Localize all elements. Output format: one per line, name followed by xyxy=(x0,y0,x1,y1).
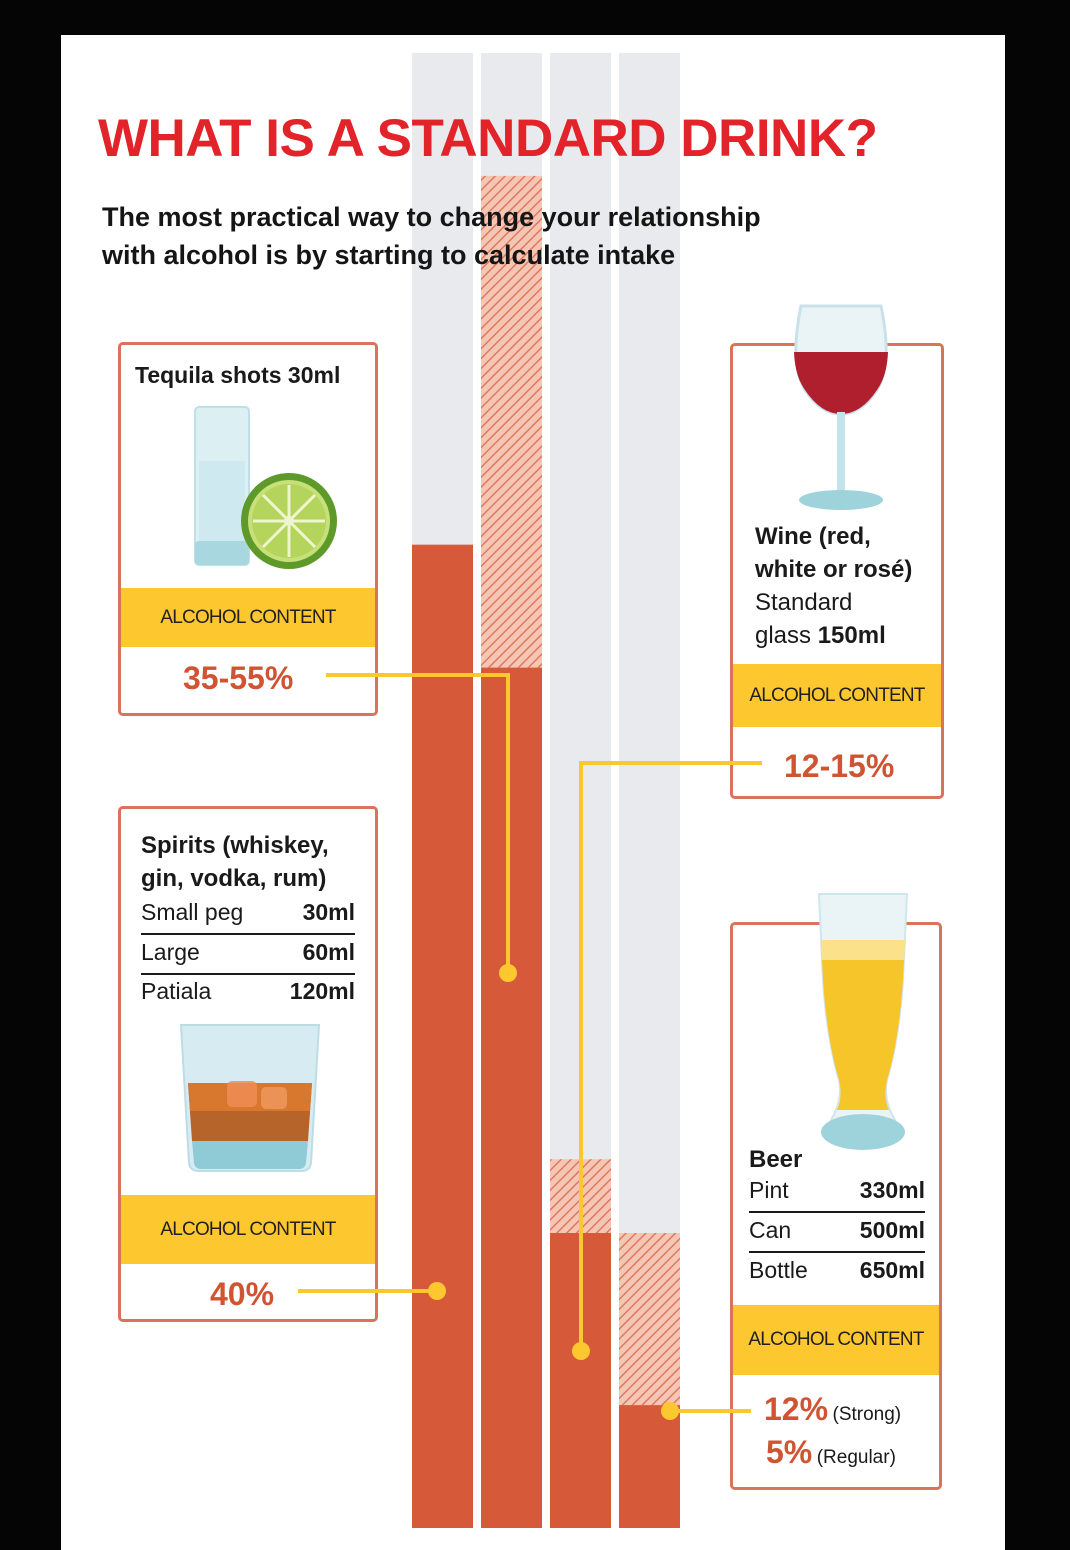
spirits-row-small-peg: Small peg 30ml xyxy=(141,899,355,935)
tequila-bar-fill xyxy=(481,667,542,1528)
beer-alcohol-content-band: ALCOHOL CONTENT xyxy=(733,1305,939,1375)
spirits-row-label: Patiala xyxy=(141,978,212,1004)
beer-regular-label: (Regular) xyxy=(816,1447,896,1468)
wine-alcohol-content-band: ALCOHOL CONTENT xyxy=(733,664,941,727)
beer-row-value: 330ml xyxy=(859,1177,925,1203)
beer-row-label: Can xyxy=(749,1217,792,1243)
beer-row-pint: Pint 330ml xyxy=(749,1177,925,1213)
wine-desc-line-2: glass 150ml xyxy=(755,619,886,652)
tequila-card: Tequila shots 30ml ALCOHOL CONTENT 35-55… xyxy=(118,342,378,716)
beer-row-bottle: Bottle 650ml xyxy=(749,1257,925,1293)
tequila-bar-range xyxy=(481,175,542,668)
beer-bar-fill xyxy=(619,1405,680,1528)
spirits-row-label: Large xyxy=(141,939,200,965)
spirits-bar-fill xyxy=(412,544,473,1528)
spirits-row-value: 120ml xyxy=(289,978,355,1004)
spirits-row-large: Large 60ml xyxy=(141,939,355,975)
spirits-row-patiala: Patiala 120ml xyxy=(141,978,355,1014)
subtitle-line-2: with alcohol is by starting to calculate… xyxy=(102,240,676,270)
tequila-name: Tequila shots 30ml xyxy=(135,362,341,388)
shot-glass-with-lime-icon xyxy=(194,406,337,569)
spirits-card: Spirits (whiskey, gin, vodka, rum) Small… xyxy=(118,806,378,1322)
beer-strong-percent: 12% xyxy=(764,1391,829,1427)
wine-alcohol-value: 12-15% xyxy=(784,748,895,784)
wine-desc-line-1: Standard xyxy=(755,589,853,616)
wine-desc-prefix: glass xyxy=(755,622,818,649)
beer-value-regular: 5% (Regular) xyxy=(766,1434,896,1471)
spirits-name-line-1: Spirits (whiskey, xyxy=(141,832,329,859)
beer-row-value: 500ml xyxy=(859,1217,925,1243)
spirits-alcohol-value: 40% xyxy=(210,1276,275,1312)
wine-name-line-2: white or rosé) xyxy=(755,556,913,583)
beer-row-value: 650ml xyxy=(859,1257,925,1283)
page-title: WHAT IS A STANDARD DRINK? xyxy=(98,109,878,168)
page-subtitle: The most practical way to change your re… xyxy=(102,198,902,274)
beer-row-can: Can 500ml xyxy=(749,1217,925,1253)
spirits-alcohol-content-band: ALCOHOL CONTENT xyxy=(121,1195,375,1264)
wine-desc-volume: 150ml xyxy=(817,622,886,649)
wine-name-line-1: Wine (red, xyxy=(755,523,871,550)
spirits-name-line-2: gin, vodka, rum) xyxy=(141,865,327,892)
beer-value-strong: 12% (Strong) xyxy=(764,1391,901,1428)
beer-row-label: Pint xyxy=(749,1177,789,1203)
infographic-sheet: WHAT IS A STANDARD DRINK? The most pract… xyxy=(61,35,1005,1550)
tequila-alcohol-content-band: ALCOHOL CONTENT xyxy=(121,588,375,647)
beer-bar-range xyxy=(619,1233,680,1406)
beer-regular-percent: 5% xyxy=(766,1434,813,1470)
subtitle-line-1: The most practical way to change your re… xyxy=(102,202,761,232)
wine-bar-fill xyxy=(550,1233,611,1528)
spirits-row-value: 60ml xyxy=(302,939,355,965)
wine-bar-range xyxy=(550,1159,611,1233)
beer-name: Beer xyxy=(749,1146,803,1173)
spirits-row-value: 30ml xyxy=(302,899,355,925)
whiskey-glass-icon xyxy=(179,1024,321,1172)
wine-glass-icon xyxy=(794,304,888,510)
beer-strong-label: (Strong) xyxy=(832,1404,902,1425)
spirits-row-label: Small peg xyxy=(141,899,244,925)
beer-row-label: Bottle xyxy=(749,1257,808,1283)
beer-glass-icon xyxy=(817,893,909,1150)
tequila-alcohol-value: 35-55% xyxy=(183,660,294,696)
